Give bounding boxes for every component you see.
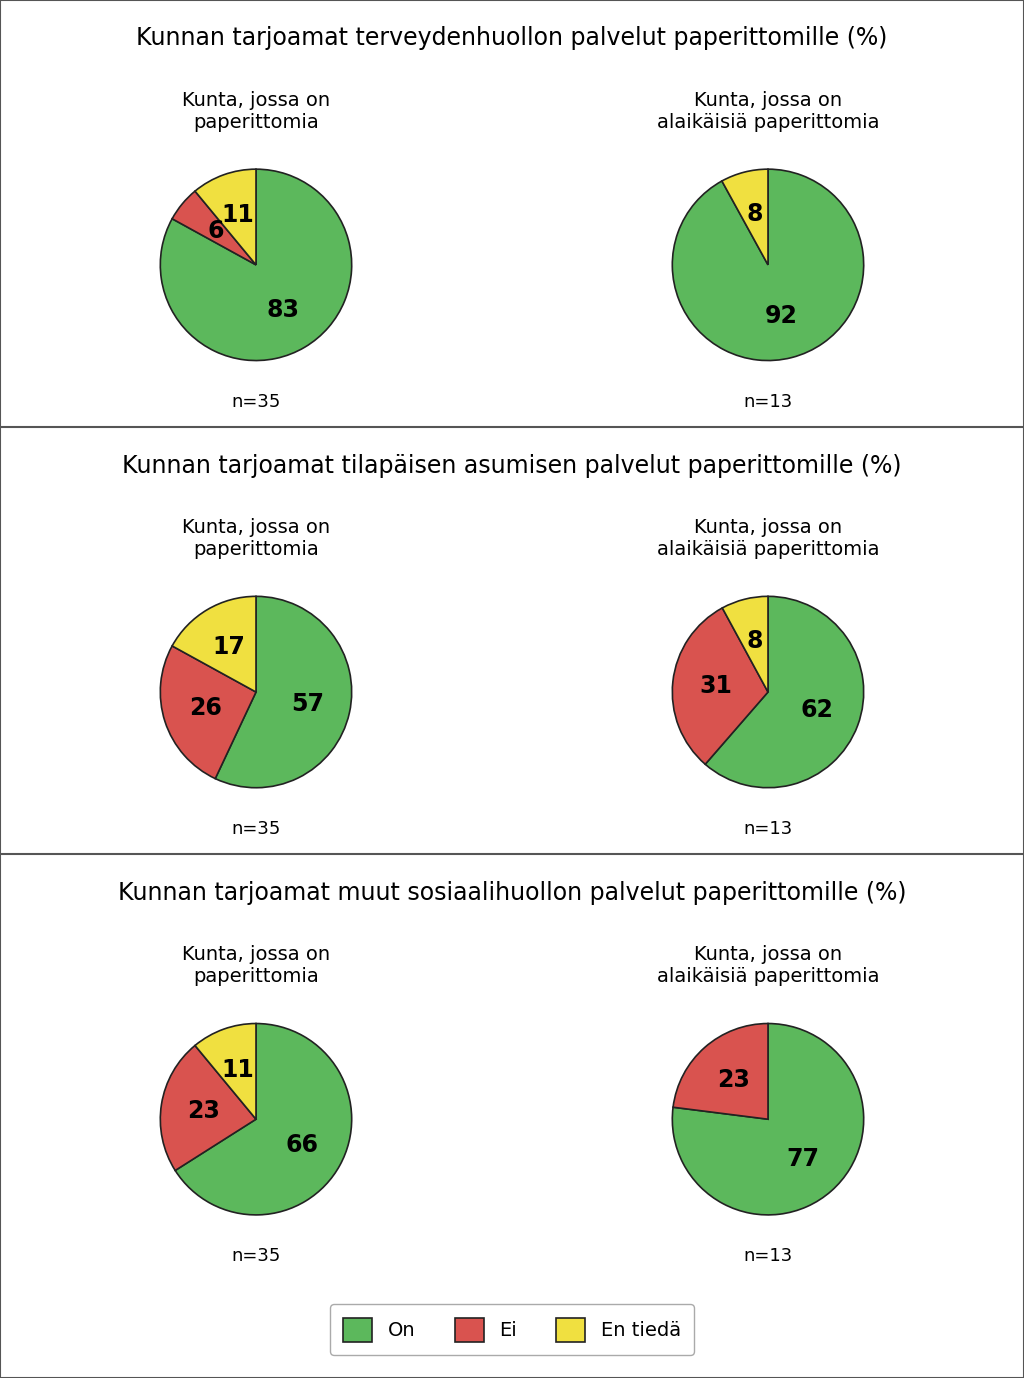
Wedge shape xyxy=(172,192,256,265)
Wedge shape xyxy=(706,597,863,788)
Text: n=13: n=13 xyxy=(743,1247,793,1265)
Text: n=35: n=35 xyxy=(231,820,281,838)
Wedge shape xyxy=(161,1046,256,1170)
Wedge shape xyxy=(175,1024,351,1215)
Text: Kunta, jossa on
alaikäisiä paperittomia: Kunta, jossa on alaikäisiä paperittomia xyxy=(656,945,880,985)
Text: 23: 23 xyxy=(717,1068,750,1091)
Text: Kunta, jossa on
paperittomia: Kunta, jossa on paperittomia xyxy=(182,518,330,558)
Wedge shape xyxy=(673,1024,863,1215)
Text: n=35: n=35 xyxy=(231,1247,281,1265)
Text: 62: 62 xyxy=(801,699,834,722)
Text: 6: 6 xyxy=(207,219,223,244)
Wedge shape xyxy=(673,1024,768,1119)
Text: 77: 77 xyxy=(786,1146,819,1171)
Text: 92: 92 xyxy=(765,303,798,328)
Text: 11: 11 xyxy=(222,204,255,227)
Text: 83: 83 xyxy=(266,298,299,322)
Text: 8: 8 xyxy=(746,201,763,226)
Wedge shape xyxy=(161,646,256,779)
Text: 11: 11 xyxy=(222,1058,255,1082)
Legend: On, Ei, En tiedä: On, Ei, En tiedä xyxy=(330,1305,694,1355)
Wedge shape xyxy=(215,597,351,788)
Text: Kunta, jossa on
paperittomia: Kunta, jossa on paperittomia xyxy=(182,945,330,985)
Text: 26: 26 xyxy=(189,696,222,721)
Text: Kunnan tarjoamat muut sosiaalihuollon palvelut paperittomille (%): Kunnan tarjoamat muut sosiaalihuollon pa… xyxy=(118,881,906,905)
Text: Kunta, jossa on
alaikäisiä paperittomia: Kunta, jossa on alaikäisiä paperittomia xyxy=(656,91,880,131)
Text: 8: 8 xyxy=(746,628,763,653)
Wedge shape xyxy=(195,1024,256,1119)
Text: 17: 17 xyxy=(213,635,246,659)
Wedge shape xyxy=(722,169,768,265)
Text: 57: 57 xyxy=(291,692,324,715)
Wedge shape xyxy=(673,169,863,361)
Wedge shape xyxy=(161,169,351,361)
Wedge shape xyxy=(722,597,768,692)
Text: n=13: n=13 xyxy=(743,393,793,411)
Text: Kunta, jossa on
paperittomia: Kunta, jossa on paperittomia xyxy=(182,91,330,131)
Wedge shape xyxy=(673,608,768,765)
Text: n=13: n=13 xyxy=(743,820,793,838)
Text: Kunnan tarjoamat terveydenhuollon palvelut paperittomille (%): Kunnan tarjoamat terveydenhuollon palvel… xyxy=(136,26,888,51)
Text: n=35: n=35 xyxy=(231,393,281,411)
Wedge shape xyxy=(172,597,256,692)
Text: 23: 23 xyxy=(187,1100,220,1123)
Wedge shape xyxy=(195,169,256,265)
Text: Kunnan tarjoamat tilapäisen asumisen palvelut paperittomille (%): Kunnan tarjoamat tilapäisen asumisen pal… xyxy=(122,453,902,478)
Text: Kunta, jossa on
alaikäisiä paperittomia: Kunta, jossa on alaikäisiä paperittomia xyxy=(656,518,880,558)
Text: 31: 31 xyxy=(699,674,732,699)
Text: 66: 66 xyxy=(286,1133,318,1156)
